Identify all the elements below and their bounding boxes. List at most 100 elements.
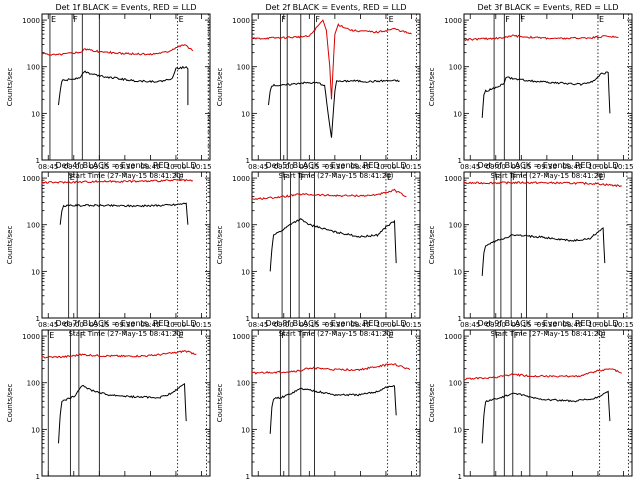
y-tick-label: 10	[31, 110, 40, 118]
x-tick-label: 10:15	[191, 163, 211, 171]
series-line-lld	[251, 188, 407, 201]
chart-panel-8: Det 8f BLACK = Events, RED = LLD 1 10 100 10…	[216, 319, 422, 480]
y-tick-label: 1000	[22, 17, 40, 25]
y-axis-label: Counts/sec	[428, 384, 436, 423]
x-tick-label: 09:45	[140, 321, 160, 329]
x-tick-label: 10:15	[191, 321, 211, 329]
plot-frame	[463, 171, 633, 319]
y-axis-label: Counts/sec	[216, 68, 224, 107]
x-tick-label: 09:15	[89, 163, 109, 171]
plot-frame	[41, 171, 211, 319]
y-tick-label: 10	[241, 268, 250, 276]
x-tick-label: 08:45	[460, 163, 480, 171]
event-marker-label: F	[514, 331, 519, 340]
x-tick-label: 09:00	[274, 321, 294, 329]
x-axis-label: Start Time (27-May-15 08:41:20)	[68, 330, 183, 338]
x-tick-label: 09:30	[537, 321, 557, 329]
y-axis-label: Counts/sec	[428, 68, 436, 107]
x-tick-label: 08:45	[460, 321, 480, 329]
y-tick-label: 1	[246, 315, 250, 323]
y-tick-label: 10	[31, 268, 40, 276]
plot-frame	[251, 13, 421, 161]
y-tick-label: 1	[36, 473, 40, 480]
y-tick-label: 1	[246, 157, 250, 165]
x-tick-label: 09:45	[140, 163, 160, 171]
series-line-events	[481, 390, 611, 444]
y-axis-label: Counts/sec	[216, 226, 224, 265]
plot-frame	[463, 13, 633, 161]
y-tick-label: 1	[458, 157, 462, 165]
y-axis-label: Counts/sec	[6, 226, 14, 265]
series-line-events	[268, 79, 400, 138]
x-tick-label: 09:30	[115, 163, 135, 171]
event-marker-label: E	[70, 173, 75, 182]
x-tick-label: 10:00	[588, 321, 608, 329]
y-tick-label: 10	[453, 268, 462, 276]
event-marker-label: F	[495, 173, 500, 182]
chart-title: Det 7f BLACK = Events, RED = LLD	[55, 319, 196, 328]
event-marker-label: E	[51, 15, 56, 24]
y-tick-label: 1000	[22, 333, 40, 341]
chart-title: Det 1f BLACK = Events, RED = LLD	[55, 3, 196, 12]
plot-frame	[463, 329, 633, 477]
event-marker-label: F	[281, 331, 286, 340]
plot-frame	[41, 13, 211, 161]
chart-panel-2: Det 2f BLACK = Events, RED = LLD 1 10 100 10…	[216, 3, 422, 180]
x-tick-label: 09:00	[486, 321, 506, 329]
event-marker-label: F	[281, 15, 286, 24]
chart-panel-4: Det 4f BLACK = Events, RED = LLD 1 10 100 10…	[6, 161, 212, 338]
event-marker-label: E	[389, 15, 394, 24]
series-line-lld	[41, 44, 194, 56]
chart-title: Det 3f BLACK = Events, RED = LLD	[477, 3, 618, 12]
plot-frame	[251, 171, 421, 319]
x-tick-label: 10:00	[376, 321, 396, 329]
x-tick-label: 08:45	[38, 163, 58, 171]
y-axis-label: Counts/sec	[6, 68, 14, 107]
event-marker-label: F	[315, 15, 320, 24]
x-tick-label: 09:15	[89, 321, 109, 329]
y-tick-label: 1000	[232, 175, 250, 183]
y-tick-label: 10	[241, 426, 250, 434]
x-tick-label: 10:00	[166, 321, 186, 329]
x-tick-label: 09:45	[562, 163, 582, 171]
y-tick-label: 100	[237, 380, 250, 388]
x-tick-label: 09:00	[64, 321, 84, 329]
chart-panel-1: Det 1f BLACK = Events, RED = LLD 1 10 100 10…	[6, 3, 212, 180]
y-tick-label: 10	[31, 426, 40, 434]
x-tick-label: 09:45	[350, 321, 370, 329]
series-line-events	[58, 382, 187, 444]
series-line-lld	[463, 34, 619, 42]
event-marker-label: F	[521, 15, 526, 24]
chart-panel-5: Det 5f BLACK = Events, RED = LLD 1 10 100 10…	[216, 161, 422, 338]
y-tick-label: 10	[241, 110, 250, 118]
x-tick-label: 09:45	[562, 321, 582, 329]
event-marker-label: F	[512, 173, 517, 182]
event-marker-label: F	[80, 331, 85, 340]
x-axis-label: Start Time (27-May-15 08:41:20)	[490, 330, 605, 338]
y-tick-label: 1	[36, 157, 40, 165]
event-marker-label: E	[179, 331, 184, 340]
event-marker-label: F	[283, 173, 288, 182]
plot-frame	[251, 329, 421, 477]
event-marker-label: E	[179, 15, 184, 24]
series-line-events	[481, 71, 611, 118]
y-tick-label: 1	[36, 315, 40, 323]
x-tick-label: 10:15	[401, 163, 421, 171]
y-tick-label: 1000	[232, 333, 250, 341]
series-line-lld	[463, 368, 622, 381]
y-tick-label: 1000	[444, 175, 462, 183]
x-tick-label: 09:30	[325, 163, 345, 171]
y-tick-label: 1000	[22, 175, 40, 183]
series-line-events	[58, 65, 189, 106]
chart-title: Det 5f BLACK = Events, RED = LLD	[265, 161, 406, 170]
plot-frame	[41, 329, 211, 477]
y-tick-label: 1	[458, 473, 462, 480]
x-tick-label: 10:00	[166, 163, 186, 171]
x-axis-label: Start Time (27-May-15 08:41:20)	[68, 172, 183, 180]
x-tick-label: 09:15	[511, 163, 531, 171]
chart-title: Det 9f BLACK = Events, RED = LLD	[477, 319, 618, 328]
chart-panel-7: Det 7f BLACK = Events, RED = LLD 1 10 100 10…	[6, 319, 212, 480]
y-tick-label: 100	[237, 222, 250, 230]
x-tick-label: 10:15	[613, 163, 633, 171]
